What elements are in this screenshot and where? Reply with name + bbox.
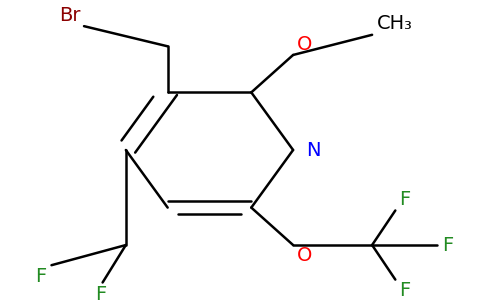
Text: F: F xyxy=(399,190,410,209)
Text: Br: Br xyxy=(59,6,80,25)
Text: F: F xyxy=(36,267,47,286)
Text: CH₃: CH₃ xyxy=(377,14,413,33)
Text: O: O xyxy=(297,34,312,53)
Text: O: O xyxy=(297,247,312,266)
Text: F: F xyxy=(95,285,106,300)
Text: F: F xyxy=(399,281,410,300)
Text: F: F xyxy=(442,236,453,254)
Text: N: N xyxy=(306,140,320,160)
